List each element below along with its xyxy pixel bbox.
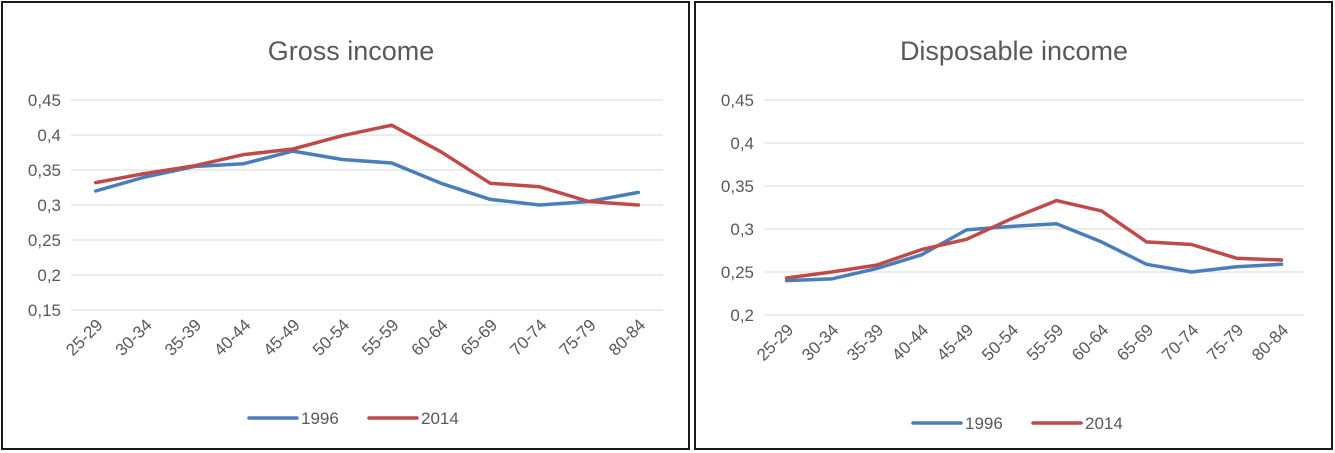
disposable-income-title: Disposable income <box>900 36 1128 66</box>
y-tick-label: 0,45 <box>721 91 754 110</box>
x-tick-label: 50-54 <box>978 320 1022 364</box>
series-line-1996 <box>93 149 641 207</box>
x-tick-label: 50-54 <box>309 315 353 359</box>
x-tick-label: 65-69 <box>457 315 501 359</box>
y-tick-label: 0,4 <box>730 134 754 153</box>
disposable-income-chart-panel: Disposable income 0,2 0,25 0,3 0,35 0,4 0,45 25… <box>694 1 1333 450</box>
legend-label-2014: 2014 <box>1085 414 1123 433</box>
x-tick-label: 25-29 <box>753 320 797 364</box>
x-tick-label: 70-74 <box>1158 320 1202 364</box>
x-tick-label: 25-29 <box>62 315 106 359</box>
y-tick-label: 0,35 <box>28 161 61 180</box>
x-tick-label: 55-59 <box>1023 320 1067 364</box>
x-tick-label: 35-39 <box>843 320 887 364</box>
series-line-2014 <box>93 123 641 207</box>
x-tick-label: 30-34 <box>798 320 842 364</box>
legend-label-1996: 1996 <box>965 414 1003 433</box>
x-tick-label: 45-49 <box>933 320 977 364</box>
gross-income-title: Gross income <box>268 36 435 66</box>
x-tick-label: 65-69 <box>1113 320 1157 364</box>
y-tick-label: 0,45 <box>28 91 61 110</box>
x-tick-label: 60-64 <box>408 315 452 359</box>
x-tick-label: 40-44 <box>210 315 254 359</box>
x-tick-label: 60-64 <box>1068 320 1112 364</box>
gross-income-chart-panel: Gross income 0,15 0,2 0,25 0,3 0,35 0,4 0,45 25-… <box>1 1 690 450</box>
x-tick-label: 80-84 <box>605 315 649 359</box>
y-tick-label: 0,35 <box>721 177 754 196</box>
legend-label-1996: 1996 <box>301 409 339 428</box>
y-tick-label: 0,4 <box>37 126 61 145</box>
x-tick-label: 40-44 <box>888 320 932 364</box>
y-tick-label: 0,3 <box>37 196 61 215</box>
x-tick-label: 80-84 <box>1248 320 1292 364</box>
x-tick-label: 45-49 <box>260 315 304 359</box>
y-tick-label: 0,2 <box>37 266 61 285</box>
x-tick-label: 75-79 <box>556 315 600 359</box>
series-line-1996 <box>784 222 1284 283</box>
disposable-income-chart: Disposable income 0,2 0,25 0,3 0,35 0,4 0,45 25… <box>721 36 1304 433</box>
y-tick-label: 0,25 <box>721 263 754 282</box>
x-tick-label: 75-79 <box>1203 320 1247 364</box>
x-tick-label: 55-59 <box>358 315 402 359</box>
x-tick-label: 70-74 <box>506 315 550 359</box>
x-tick-label: 30-34 <box>112 315 156 359</box>
gross-income-chart: Gross income 0,15 0,2 0,25 0,3 0,35 0,4 0,45 25-… <box>28 36 663 428</box>
y-tick-label: 0,3 <box>730 220 754 239</box>
legend-label-2014: 2014 <box>421 409 459 428</box>
y-tick-label: 0,25 <box>28 231 61 250</box>
y-tick-label: 0,2 <box>730 306 754 325</box>
y-tick-label: 0,15 <box>28 301 61 320</box>
x-tick-label: 35-39 <box>161 315 205 359</box>
series-line-2014 <box>784 198 1284 280</box>
